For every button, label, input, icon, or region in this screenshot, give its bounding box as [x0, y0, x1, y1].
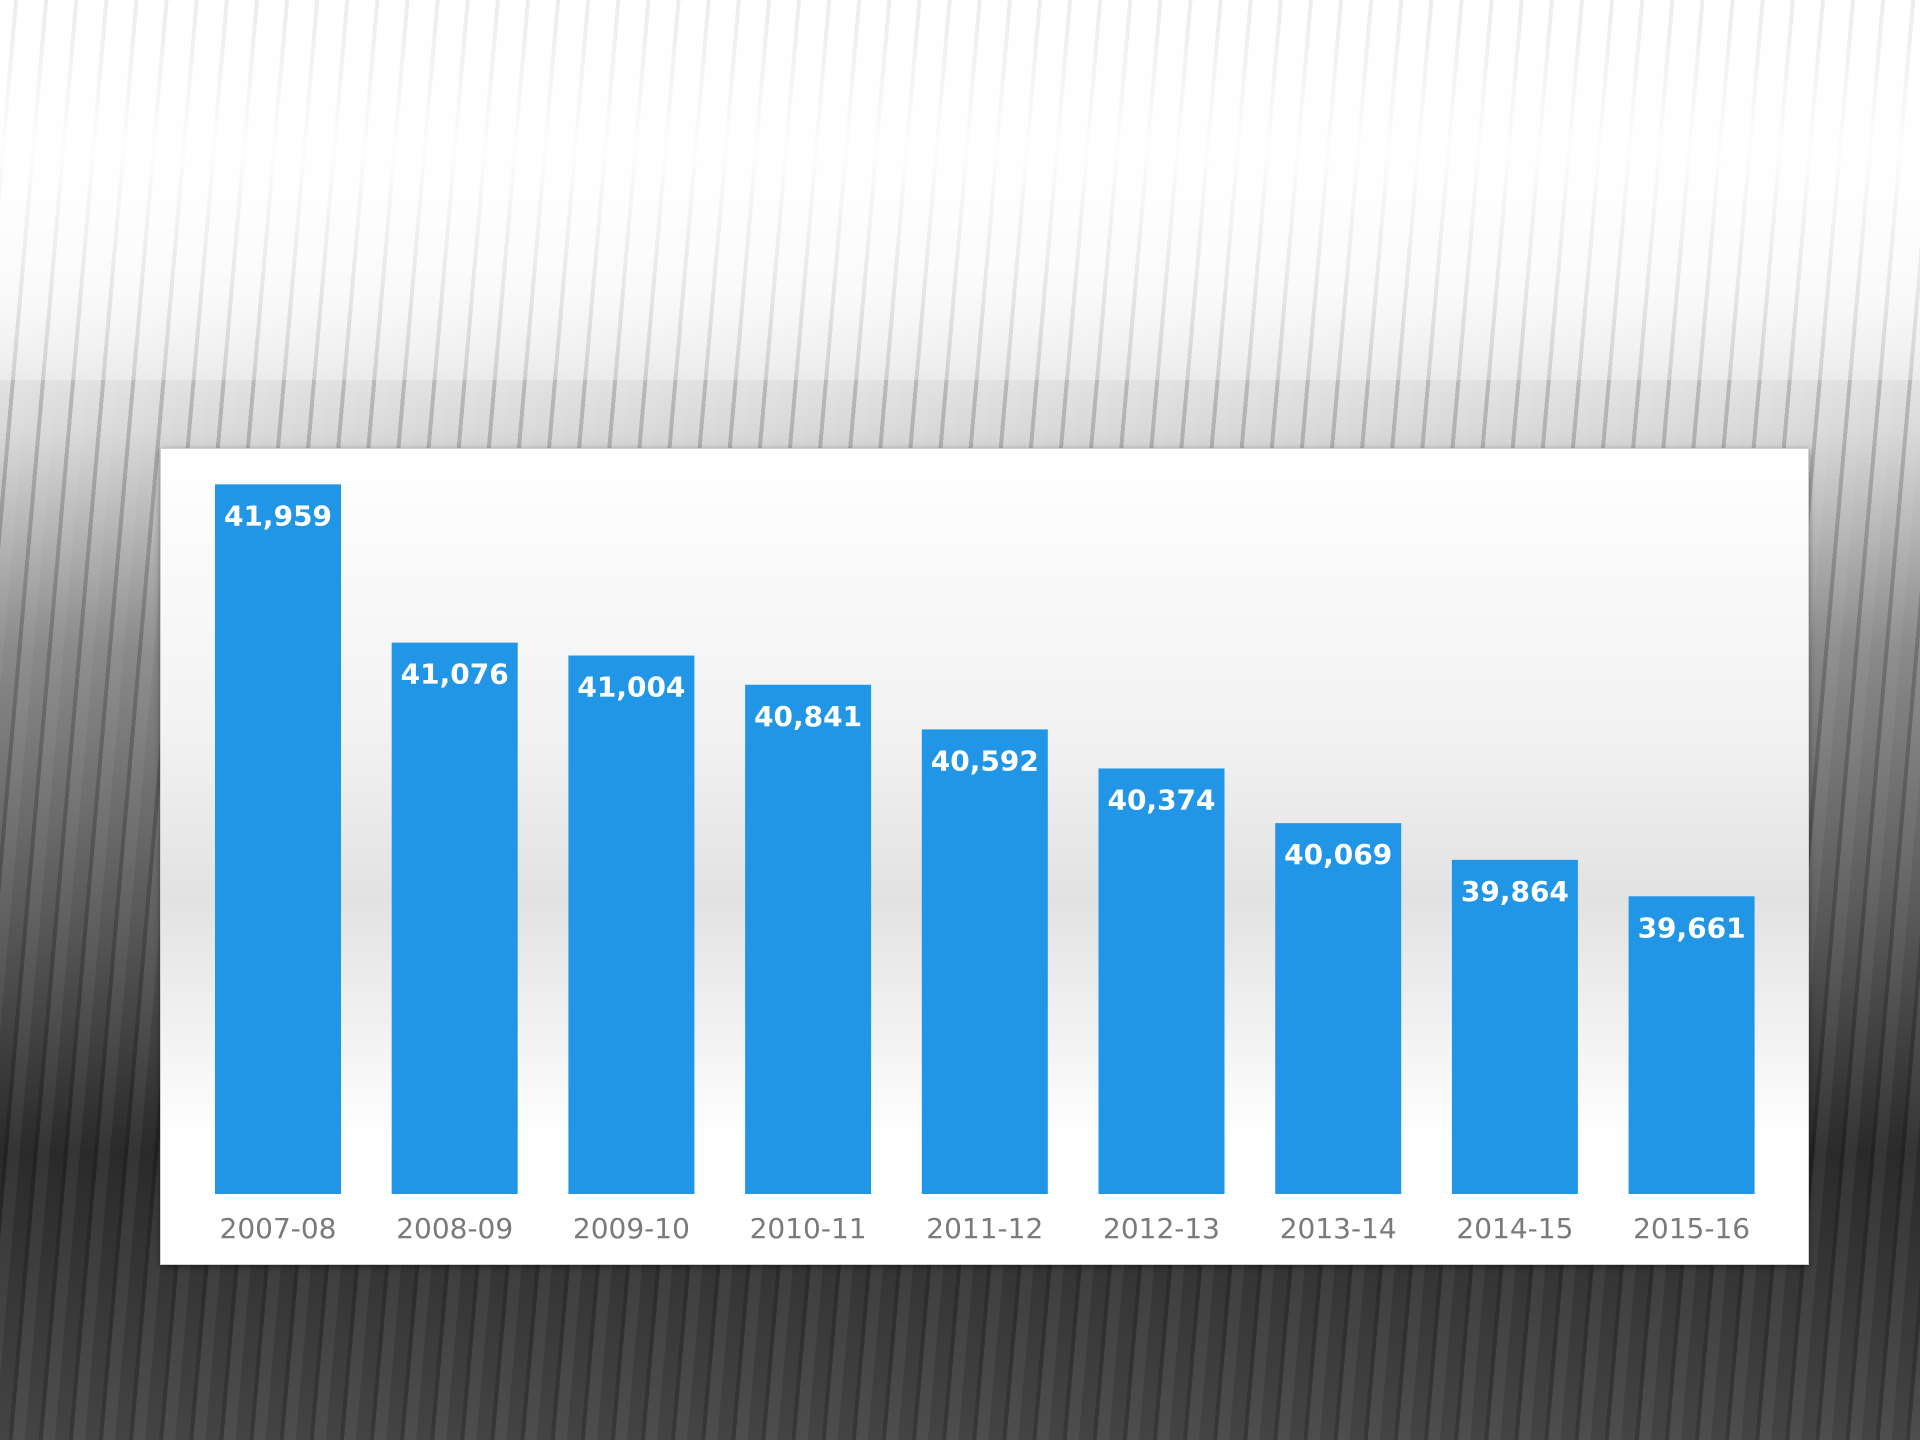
value-label: 39,864: [1461, 875, 1569, 908]
value-label: 41,959: [224, 499, 332, 532]
x-tick-label: 2008-09: [396, 1212, 513, 1245]
value-label: 41,076: [401, 658, 509, 691]
x-tick-label: 2011-12: [926, 1212, 1043, 1245]
x-tick-label: 2010-11: [750, 1212, 867, 1245]
bar: [1098, 768, 1225, 1194]
bar: [1628, 896, 1755, 1194]
x-tick-label: 2015-16: [1633, 1212, 1750, 1245]
bar: [215, 484, 341, 1194]
bar: [921, 729, 1048, 1194]
x-tick-label: 2013-14: [1280, 1212, 1397, 1245]
bar: [1451, 859, 1578, 1194]
x-tick-label: 2014-15: [1456, 1212, 1573, 1245]
bar: [745, 684, 872, 1194]
value-label: 40,069: [1284, 838, 1392, 871]
value-label: 40,841: [754, 700, 862, 733]
bar: [1275, 823, 1402, 1194]
x-tick-label: 2012-13: [1103, 1212, 1220, 1245]
x-tick-label: 2007-08: [220, 1212, 337, 1245]
value-label: 40,592: [931, 744, 1039, 777]
value-label: 40,374: [1107, 783, 1215, 816]
value-label: 41,004: [577, 671, 685, 704]
x-tick-label: 2009-10: [573, 1212, 690, 1245]
bar: [391, 642, 518, 1194]
value-label: 39,661: [1638, 911, 1746, 944]
bar: [568, 655, 695, 1194]
